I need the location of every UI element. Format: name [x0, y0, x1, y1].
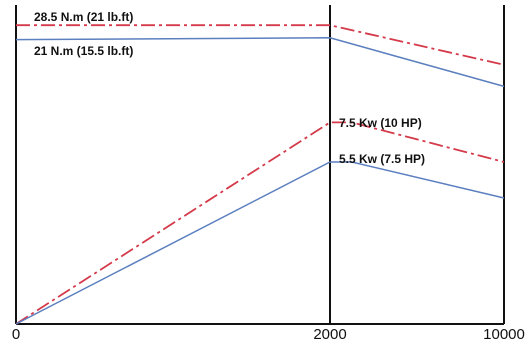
x-tick-0: 0 [12, 326, 20, 341]
series-line-0 [16, 24, 505, 66]
label-torque-blue: 21 N.m (15.5 lb.ft) [34, 44, 133, 58]
label-power-red: 7.5 Kw (10 HP) [339, 116, 422, 130]
series-line-2 [15, 121, 505, 325]
label-torque-red: 28.5 N.m (21 lb.ft) [34, 10, 133, 24]
series-line-3 [15, 161, 505, 325]
x-tick-2000: 2000 [313, 326, 346, 341]
series-line-1 [15, 37, 505, 88]
label-power-blue: 5.5 Kw (7.5 HP) [339, 152, 425, 166]
x-tick-10000: 10000 [483, 326, 525, 341]
series-layer [15, 24, 505, 325]
